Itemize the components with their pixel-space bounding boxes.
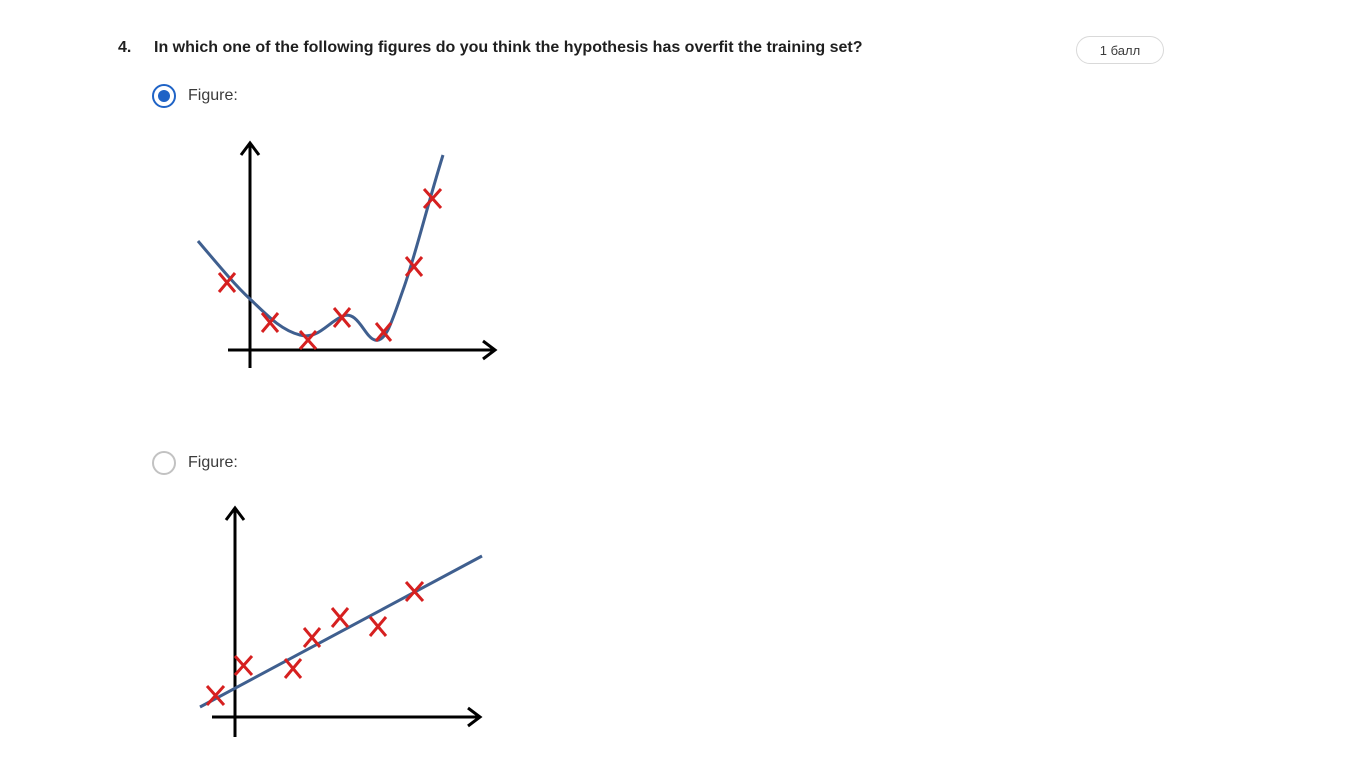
option-1-label: Figure: — [188, 87, 238, 104]
point-marker — [233, 654, 254, 677]
question-text: In which one of the following figures do… — [154, 39, 863, 56]
option-2[interactable]: Figure: — [152, 451, 238, 475]
point-marker — [422, 187, 443, 210]
option-1[interactable]: Figure: — [152, 84, 238, 108]
point-marker — [330, 607, 350, 628]
points-badge: 1 балл — [1076, 36, 1164, 64]
y-axis-arrow — [224, 505, 246, 521]
point-marker — [205, 684, 226, 707]
point-marker — [374, 322, 393, 342]
point-marker — [283, 658, 303, 679]
figure-linear-plot — [199, 505, 483, 737]
training-points — [205, 580, 425, 707]
option-2-radio[interactable] — [152, 451, 176, 475]
hypothesis-line — [199, 554, 483, 709]
point-marker — [404, 580, 425, 603]
y-axis-arrow — [239, 140, 261, 156]
axes — [212, 505, 483, 737]
point-marker — [260, 312, 280, 333]
point-marker — [404, 256, 424, 277]
question-number: 4. — [118, 39, 132, 56]
point-marker — [298, 330, 318, 350]
option-1-radio[interactable] — [152, 84, 176, 108]
point-marker — [217, 272, 237, 293]
option-2-label: Figure: — [188, 454, 238, 471]
training-points — [217, 187, 443, 350]
x-axis-arrow — [467, 706, 483, 728]
point-marker — [368, 616, 388, 637]
hypothesis-curve — [196, 154, 445, 342]
figure-overfit-plot — [196, 140, 498, 368]
axes — [228, 140, 498, 368]
point-marker — [302, 627, 322, 648]
point-marker — [332, 307, 352, 328]
x-axis-arrow — [482, 339, 498, 361]
